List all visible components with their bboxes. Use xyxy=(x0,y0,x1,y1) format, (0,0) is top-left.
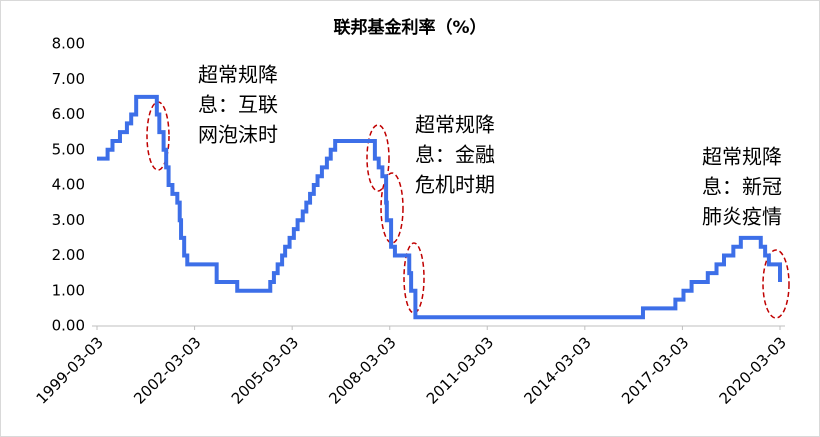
y-tick-label: 5.00 xyxy=(52,140,85,158)
y-tick-label: 1.00 xyxy=(52,281,85,299)
y-tick-label: 8.00 xyxy=(52,35,85,53)
annotation: 息：新冠 xyxy=(702,175,782,199)
highlight xyxy=(403,242,425,314)
highlight xyxy=(380,172,404,244)
y-tick-label: 2.00 xyxy=(52,246,85,264)
highlight xyxy=(762,249,790,319)
rate-line xyxy=(97,94,782,320)
chart-title: 联邦基金利率（%） xyxy=(333,17,486,38)
y-tick-label: 6.00 xyxy=(52,105,85,123)
y-tick-label: 3.00 xyxy=(52,211,85,229)
annotation: 肺炎疫情 xyxy=(702,205,782,229)
annotation: 超常规降 xyxy=(198,63,278,87)
annotation: 超常规降 xyxy=(702,145,782,169)
annotation: 危机时期 xyxy=(415,173,495,197)
annotation: 息：互联 xyxy=(198,93,278,117)
y-tick-label: 7.00 xyxy=(52,70,85,88)
y-tick-label: 0.00 xyxy=(52,317,85,335)
highlight xyxy=(366,124,390,192)
annotation: 息：金融 xyxy=(415,143,495,167)
annotation: 网泡沫时 xyxy=(198,123,278,147)
annotation: 超常规降 xyxy=(415,113,495,137)
y-tick-label: 4.00 xyxy=(52,176,85,194)
